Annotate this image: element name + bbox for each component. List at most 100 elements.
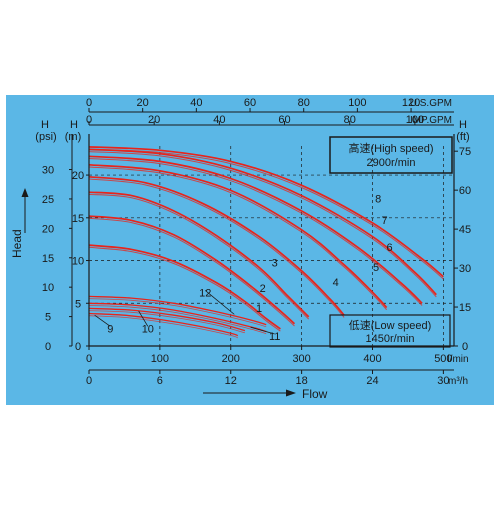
curve-5 — [88, 163, 388, 309]
curve-label-5: 5 — [373, 262, 379, 274]
curve-4 — [88, 175, 345, 316]
m3h-tick-label: 0 — [86, 375, 92, 387]
impgpm-tick-label: 0 — [86, 114, 92, 126]
curve-label-3: 3 — [272, 258, 278, 270]
psi-unit-line2: (psi) — [35, 131, 56, 143]
curve-shadow-6 — [88, 157, 423, 306]
impgpm-tick-label: 40 — [213, 114, 225, 126]
impgpm-tick-label: 20 — [148, 114, 160, 126]
m3h-tick-label: 30 — [437, 375, 449, 387]
flow-label: Flow — [302, 387, 328, 401]
curve-9 — [88, 312, 239, 337]
leader-line-12 — [204, 290, 235, 315]
curve-shadow-4 — [88, 178, 345, 318]
leader-line-10 — [138, 310, 149, 327]
curve-shadow-2 — [88, 217, 295, 327]
curve-shadow-12 — [88, 298, 267, 328]
m-tick-label: 0 — [75, 341, 81, 353]
psi-unit-line1: H — [41, 119, 49, 131]
flow-axis-title: Flow — [203, 387, 328, 401]
lmin-tick-label: 0 — [86, 353, 92, 365]
head-axis-title: Head — [10, 188, 29, 258]
impgpm-unit-label: IMP.GPM — [410, 115, 452, 126]
low-speed-rpm: 1450r/min — [366, 333, 415, 345]
usgpm-tick-label: 80 — [298, 97, 310, 109]
ft-tick-label: 30 — [459, 263, 471, 275]
ft-tick-label: 15 — [459, 302, 471, 314]
ft-tick-label: 0 — [462, 341, 468, 353]
lmin-tick-label: 400 — [363, 353, 381, 365]
low-speed-box: 低速(Low speed) 1450r/min — [329, 314, 451, 348]
usgpm-tick-label: 120 — [402, 97, 420, 109]
curve-label-10: 10 — [142, 323, 154, 335]
high-speed-label: 高速(High speed) — [349, 141, 434, 155]
curve-7 — [88, 148, 437, 296]
m3h-unit-label: m³/h — [448, 376, 468, 387]
m-tick-label: 10 — [72, 256, 84, 268]
low-speed-label: 低速(Low speed) — [349, 319, 432, 332]
ft-tick-label: 75 — [459, 146, 471, 158]
leader-line-11 — [250, 326, 275, 335]
chart-background — [6, 95, 494, 405]
lmin-tick-label: 100 — [151, 353, 169, 365]
curve-label-12: 12 — [199, 287, 211, 299]
impgpm-tick-label: 60 — [278, 114, 290, 126]
curve-shadow-8 — [88, 148, 444, 280]
curve-2 — [88, 215, 296, 325]
usgpm-tick-label: 100 — [348, 97, 366, 109]
flow-arrow-icon — [286, 389, 296, 397]
curve-10 — [88, 307, 246, 332]
curve-shadow-9 — [88, 315, 238, 339]
curve-shadow-1 — [88, 246, 281, 332]
m-tick-label: 20 — [72, 170, 84, 182]
m-tick-label: 15 — [72, 213, 84, 225]
psi-tick-label: 25 — [42, 194, 54, 206]
m-tick-label: 5 — [75, 298, 81, 310]
psi-tick-label: 10 — [42, 282, 54, 294]
curve-label-9: 9 — [107, 323, 113, 335]
psi-tick-label: 20 — [42, 223, 54, 235]
curve-shadow-7 — [88, 151, 437, 298]
usgpm-unit-label: U.S.GPM — [410, 98, 452, 109]
lmin-tick-label: 500 — [434, 353, 452, 365]
curve-label-8: 8 — [375, 193, 381, 205]
high-speed-box: 高速(High speed) 2900r/min — [329, 136, 453, 174]
high-speed-rpm: 2900r/min — [367, 157, 416, 169]
m3h-tick-label: 12 — [225, 375, 237, 387]
curve-3 — [88, 191, 310, 318]
lmin-unit-label: l/min — [447, 354, 468, 365]
curve-shadow-3 — [88, 193, 310, 320]
leader-line-9 — [94, 314, 111, 327]
usgpm-tick-label: 60 — [244, 97, 256, 109]
m3h-tick-label: 24 — [366, 375, 378, 387]
curve-shadow-11 — [88, 305, 267, 335]
lmin-tick-label: 300 — [292, 353, 310, 365]
impgpm-tick-label: 80 — [344, 114, 356, 126]
curve-8 — [88, 146, 444, 278]
m-unit-line1: H — [70, 119, 78, 131]
usgpm-tick-label: 0 — [86, 97, 92, 109]
curve-6 — [88, 155, 423, 304]
curve-label-4: 4 — [333, 277, 339, 289]
ft-tick-label: 60 — [459, 185, 471, 197]
impgpm-tick-label: 100 — [406, 114, 424, 126]
curve-1 — [88, 244, 281, 330]
head-arrow-icon — [21, 188, 29, 197]
ft-tick-label: 45 — [459, 224, 471, 236]
psi-tick-label: 15 — [42, 253, 54, 265]
curve-shadow-5 — [88, 166, 388, 311]
ft-unit-line2: (ft) — [456, 131, 469, 143]
head-label: Head — [10, 229, 24, 258]
m-unit-line2: (m) — [65, 131, 82, 143]
curve-label-6: 6 — [386, 242, 392, 254]
psi-tick-label: 30 — [42, 165, 54, 177]
m3h-tick-label: 6 — [157, 375, 163, 387]
curve-label-7: 7 — [381, 215, 387, 227]
lmin-tick-label: 200 — [222, 353, 240, 365]
curve-11 — [88, 302, 267, 333]
psi-tick-label: 5 — [45, 312, 51, 324]
usgpm-tick-label: 40 — [190, 97, 202, 109]
curve-label-1: 1 — [256, 303, 262, 315]
